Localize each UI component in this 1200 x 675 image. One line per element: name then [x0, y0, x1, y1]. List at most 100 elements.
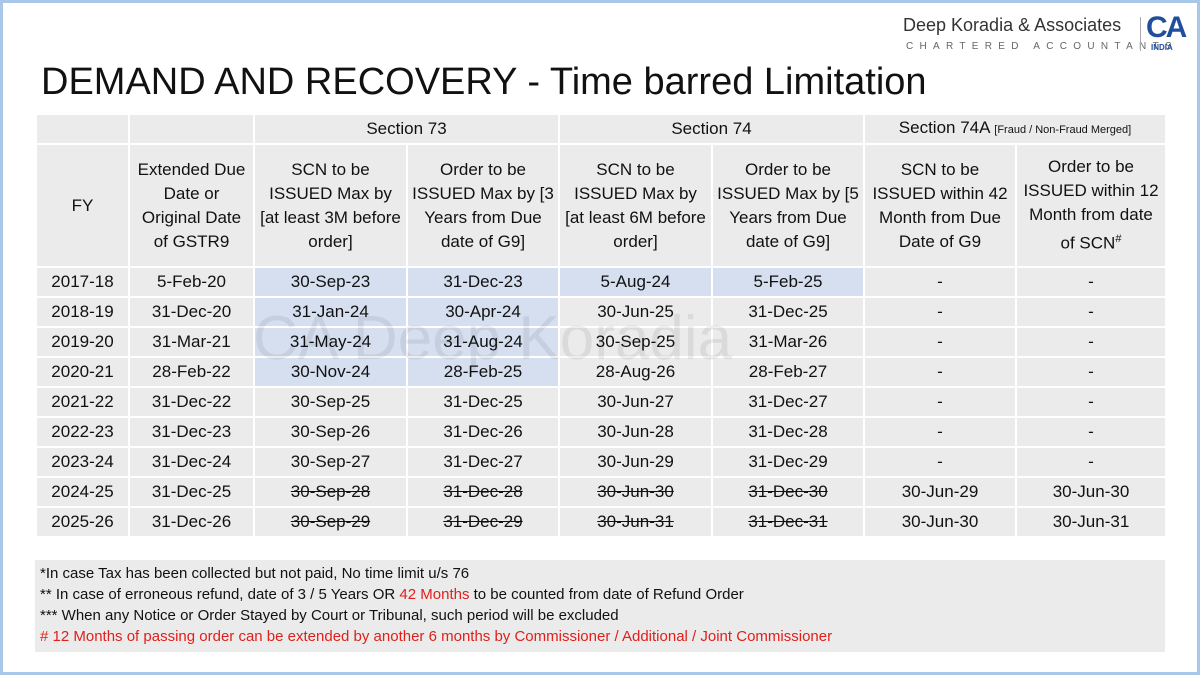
table-cell: 2024-25	[35, 476, 130, 508]
group-header: Section 74	[558, 113, 865, 145]
table-row: 2019-20 31-Mar-21 31-May-24 31-Aug-24 30-Sep…	[35, 326, 1167, 358]
group-note: [Fraud / Non-Fraud Merged]	[994, 124, 1132, 136]
table-cell: 28-Feb-25	[406, 356, 560, 388]
table-cell: 30-Jun-27	[558, 386, 713, 418]
note-line: ** In case of erroneous refund, date of …	[40, 584, 1160, 605]
group-header: Section 74A [Fraud / Non-Fraud Merged]	[863, 113, 1167, 145]
table-cell: -	[863, 446, 1017, 478]
table-cell: -	[863, 296, 1017, 328]
table-row: 2017-18 5-Feb-20 30-Sep-23 31-Dec-23 5-Aug-2…	[35, 266, 1167, 298]
table-cell: 31-Dec-27	[406, 446, 560, 478]
table-cell: 31-Jan-24	[253, 296, 408, 328]
note-text: # 12 Months of passing order can be exte…	[40, 628, 833, 645]
table-cell: -	[1015, 296, 1167, 328]
table-cell: 31-Dec-25	[406, 386, 560, 418]
table-row: 2020-21 28-Feb-22 30-Nov-24 28-Feb-25 28-Aug…	[35, 356, 1167, 388]
table-cell: 31-Dec-28	[406, 476, 560, 508]
note-text: ** In case of erroneous refund, date of …	[40, 586, 400, 603]
table-cell: 30-Sep-29	[253, 506, 408, 538]
logo-country: INDIA	[1151, 43, 1173, 52]
firm-subtitle: CHARTERED ACCOUNTANTS	[906, 41, 1178, 52]
table-cell: 30-Apr-24	[406, 296, 560, 328]
note-text: *** When any Notice or Order Stayed by C…	[40, 607, 619, 624]
table-row: 2024-25 31-Dec-25 30-Sep-28 31-Dec-28 30-Jun…	[35, 476, 1167, 508]
table-cell: 2025-26	[35, 506, 130, 538]
table-cell: 28-Aug-26	[558, 356, 713, 388]
table-cell: 2019-20	[35, 326, 130, 358]
column-label: SCN to be ISSUED within 42 Month from Du…	[872, 159, 1008, 251]
limitation-table: Section 73 Section 74 Section 74A [Fraud /…	[35, 113, 1167, 538]
column-label: SCN to be ISSUED Max by [at least 3M bef…	[260, 159, 401, 251]
table-cell: 31-Mar-21	[128, 326, 255, 358]
table-cell: 28-Feb-22	[128, 356, 255, 388]
column-header: FY	[35, 143, 130, 268]
group-label: Section 74	[671, 119, 752, 138]
table-cell: 31-Dec-25	[711, 296, 865, 328]
table-cell: -	[1015, 446, 1167, 478]
table-cell: 30-Sep-27	[253, 446, 408, 478]
group-header: Section 73	[253, 113, 560, 145]
column-label: Order to be ISSUED Max by [5 Years from …	[717, 159, 859, 251]
table-cell: -	[863, 356, 1017, 388]
column-header: SCN to be ISSUED Max by [at least 6M bef…	[558, 143, 713, 268]
table-cell: -	[1015, 386, 1167, 418]
slide-title: DEMAND AND RECOVERY - Time barred Limita…	[41, 61, 927, 103]
table-cell: 30-Sep-25	[558, 326, 713, 358]
notes: *In case Tax has been collected but not …	[35, 560, 1165, 652]
table-cell: -	[863, 386, 1017, 418]
column-header: SCN to be ISSUED within 42 Month from Du…	[863, 143, 1017, 268]
table-row: 2022-23 31-Dec-23 30-Sep-26 31-Dec-26 30-Jun…	[35, 416, 1167, 448]
table-cell: 30-Sep-23	[253, 266, 408, 298]
table-cell: 31-Dec-29	[711, 446, 865, 478]
table-cell: 31-Dec-25	[128, 476, 255, 508]
note-line: *** When any Notice or Order Stayed by C…	[40, 605, 1160, 626]
column-header: Order to be ISSUED within 12 Month from …	[1015, 143, 1167, 268]
table-cell: 30-Jun-29	[558, 446, 713, 478]
table-cell: 31-Dec-26	[128, 506, 255, 538]
group-header-row: Section 73 Section 74 Section 74A [Fraud /…	[35, 113, 1167, 145]
table-cell: 31-Dec-23	[406, 266, 560, 298]
table-cell: 31-Mar-26	[711, 326, 865, 358]
column-label: FY	[71, 195, 94, 215]
table-cell: 30-Jun-31	[558, 506, 713, 538]
column-header: Extended Due Date or Original Date of GS…	[128, 143, 255, 268]
column-sup: #	[1115, 233, 1122, 246]
column-header-row: FY Extended Due Date or Original Date of …	[35, 143, 1167, 268]
column-label: Order to be ISSUED Max by [3 Years from …	[412, 159, 554, 251]
table-cell: 2017-18	[35, 266, 130, 298]
table-cell: 2021-22	[35, 386, 130, 418]
table-cell: 2023-24	[35, 446, 130, 478]
column-label: SCN to be ISSUED Max by [at least 6M bef…	[565, 159, 706, 251]
table-cell: 28-Feb-27	[711, 356, 865, 388]
table-cell: 5-Feb-20	[128, 266, 255, 298]
note-text: *In case Tax has been collected but not …	[40, 565, 470, 582]
column-header: Order to be ISSUED Max by [5 Years from …	[711, 143, 865, 268]
table-cell: 30-Jun-28	[558, 416, 713, 448]
column-label: Extended Due Date or Original Date of GS…	[137, 159, 246, 251]
table-row: 2025-26 31-Dec-26 30-Sep-29 31-Dec-29 30-Jun…	[35, 506, 1167, 538]
table-cell: 30-Jun-30	[1015, 476, 1167, 508]
column-label: Order to be ISSUED within 12 Month from …	[1023, 157, 1159, 253]
note-line: *In case Tax has been collected but not …	[40, 563, 1160, 584]
column-header: Order to be ISSUED Max by [3 Years from …	[406, 143, 560, 268]
table-cell: 5-Aug-24	[558, 266, 713, 298]
table-cell: 31-Aug-24	[406, 326, 560, 358]
table-cell: -	[1015, 326, 1167, 358]
note-line: # 12 Months of passing order can be exte…	[40, 626, 1160, 647]
table-cell: 30-Jun-30	[863, 506, 1017, 538]
table-cell: -	[863, 416, 1017, 448]
table-cell: 31-Dec-28	[711, 416, 865, 448]
empty-cell	[35, 113, 130, 145]
table-cell: 31-Dec-26	[406, 416, 560, 448]
table-cell: -	[1015, 356, 1167, 388]
table-cell: 31-Dec-23	[128, 416, 255, 448]
table-cell: 31-Dec-30	[711, 476, 865, 508]
table-cell: -	[1015, 266, 1167, 298]
table-cell: 31-Dec-22	[128, 386, 255, 418]
table-cell: 2020-21	[35, 356, 130, 388]
table-cell: 31-Dec-27	[711, 386, 865, 418]
table-cell: 30-Sep-25	[253, 386, 408, 418]
table-cell: 2018-19	[35, 296, 130, 328]
table-cell: -	[1015, 416, 1167, 448]
